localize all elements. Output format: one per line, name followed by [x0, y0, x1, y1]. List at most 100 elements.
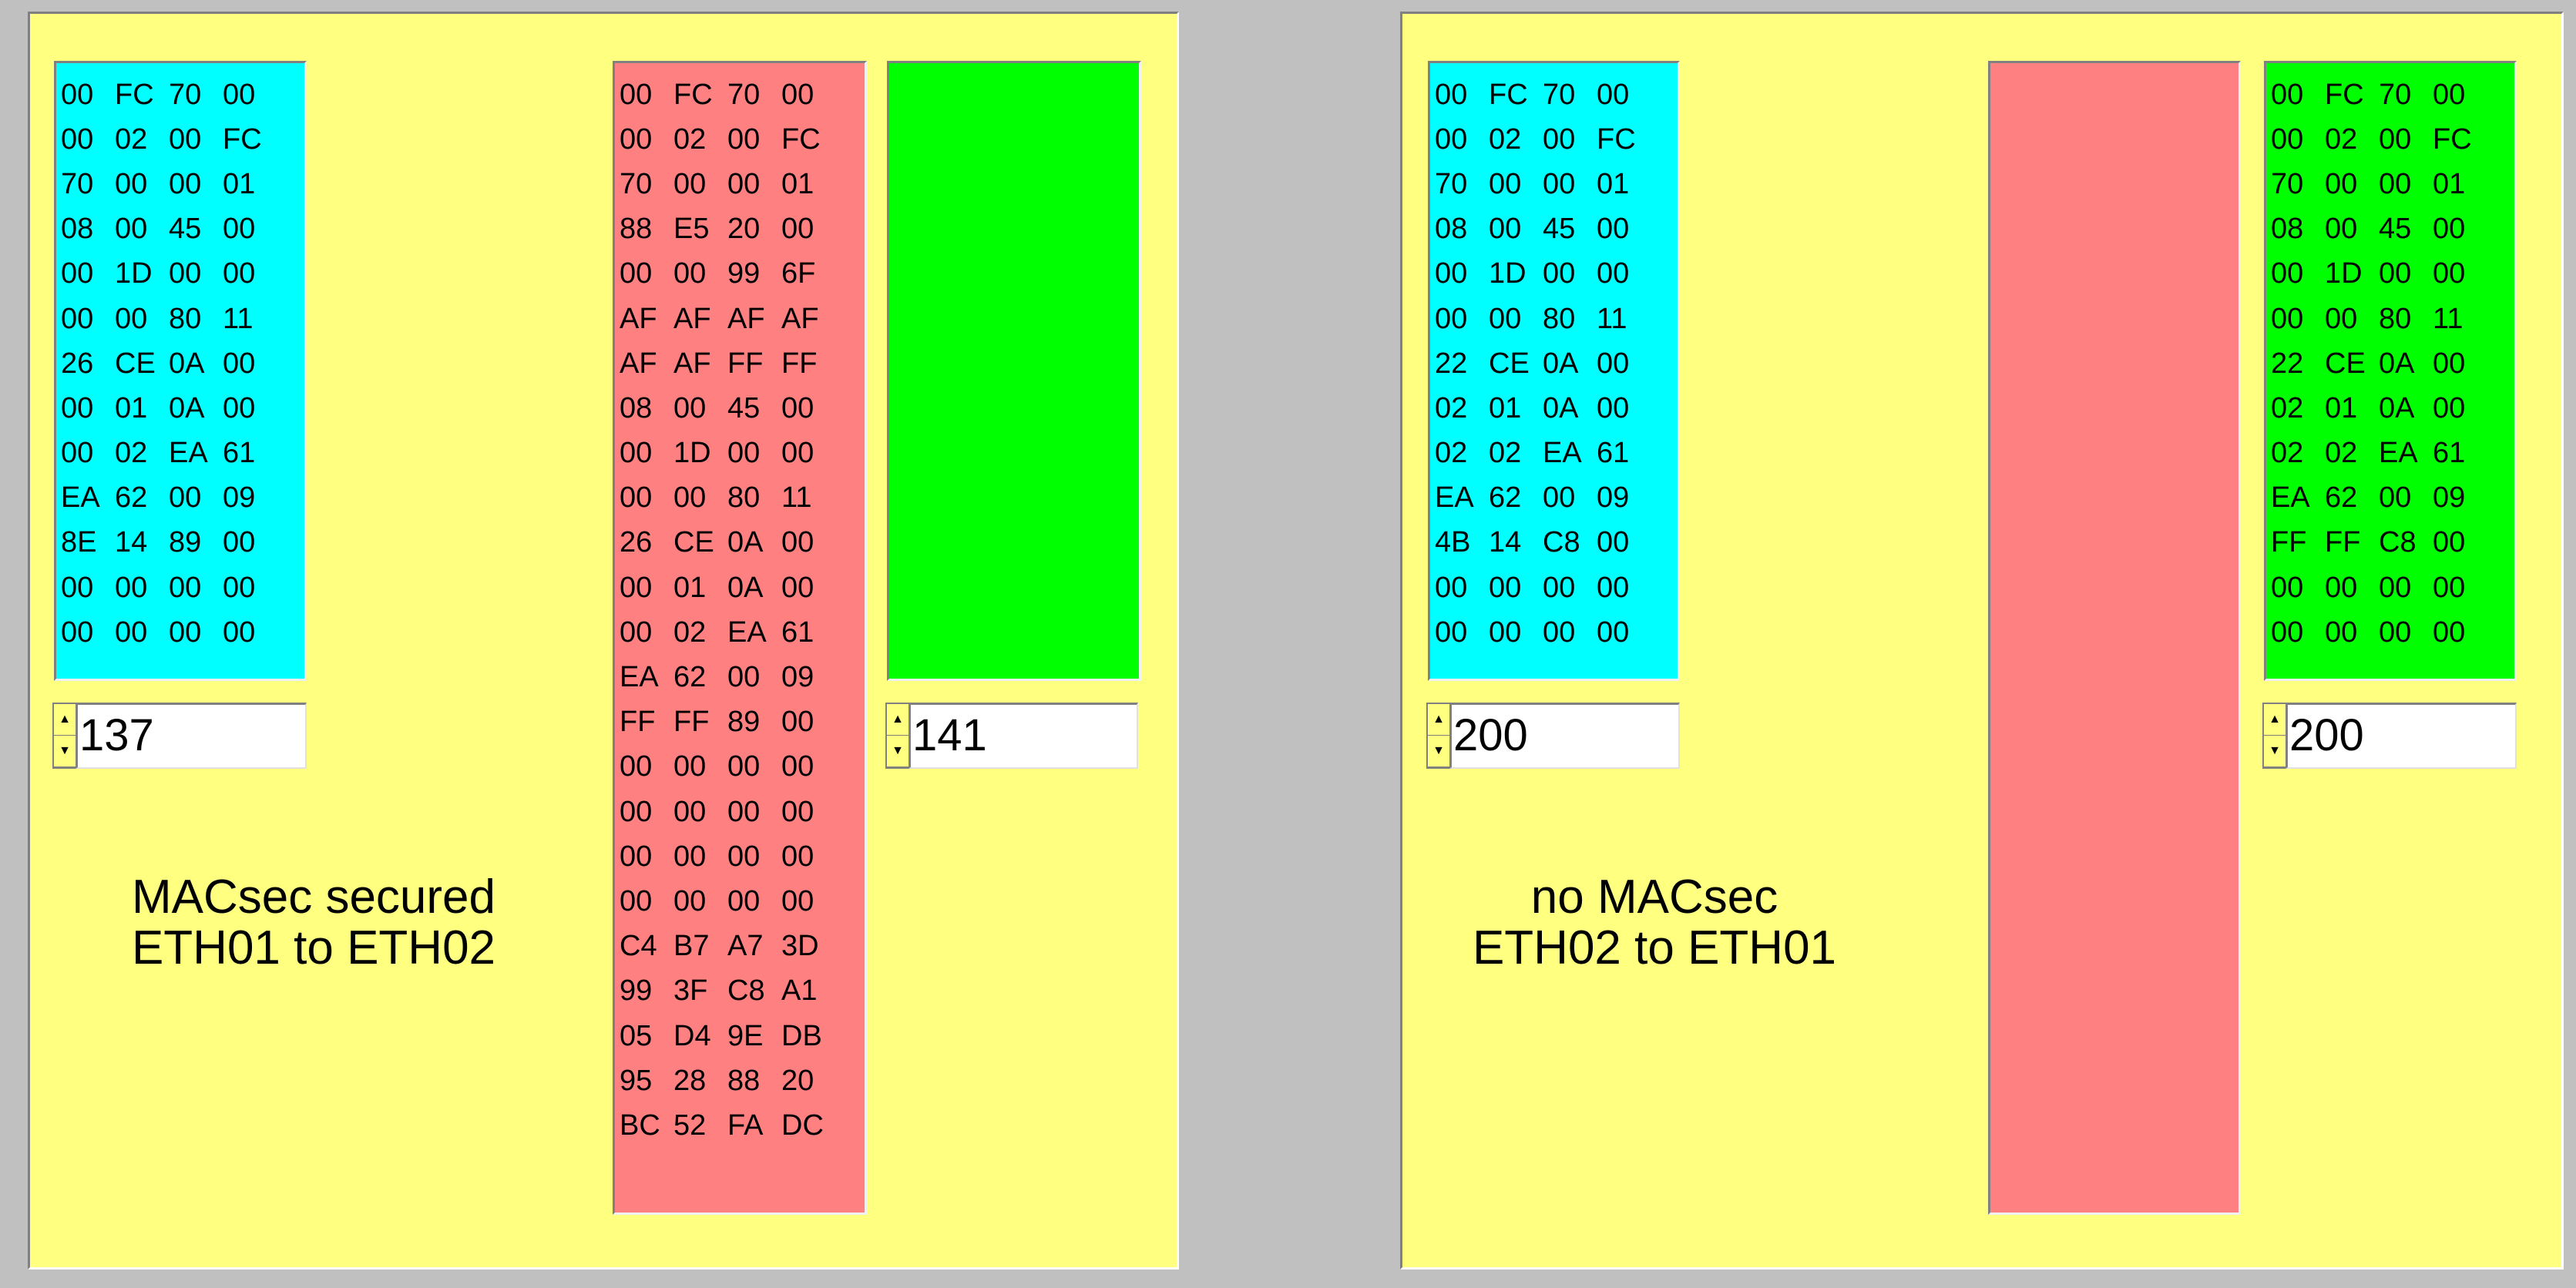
hex-byte: 00	[2433, 257, 2466, 290]
hex-byte: CE	[115, 347, 156, 380]
hex-row: 00 00 00 00	[620, 790, 865, 834]
hex-byte: C8	[1543, 526, 1580, 559]
hex-byte: 1D	[673, 437, 711, 470]
spin-up-icon[interactable]: ▲	[54, 704, 76, 736]
hex-byte: 01	[2325, 391, 2358, 424]
spin-down-icon[interactable]: ▼	[1428, 736, 1449, 767]
left-caption-line1: MACsec secured	[131, 870, 496, 924]
hex-row: 00 00 00 00	[620, 879, 865, 924]
hex-byte: 00	[620, 795, 653, 828]
hex-byte: 00	[727, 884, 761, 917]
hex-byte: 00	[1597, 571, 1630, 604]
hex-byte: 45	[1543, 213, 1576, 246]
hex-row: EA 62 00 09	[2271, 476, 2514, 521]
hex-byte: 00	[115, 167, 148, 200]
hex-byte: EA	[2379, 437, 2418, 470]
spin-up-icon[interactable]: ▲	[2264, 704, 2285, 736]
hex-byte: 09	[223, 481, 256, 515]
hex-byte: 6F	[781, 257, 816, 290]
right-tx-count-field[interactable]: 200	[1449, 703, 1680, 769]
right-caption-line2: ETH02 to ETH01	[1472, 921, 1837, 974]
hex-byte: C4	[620, 930, 657, 963]
hex-row: 08 00 45 00	[620, 386, 865, 431]
hex-row: 02 02 EA 61	[2271, 431, 2514, 476]
hex-byte: 00	[673, 840, 707, 873]
hex-byte: 0A	[1543, 347, 1579, 380]
hex-byte: EA	[1543, 437, 1582, 470]
right-rx-count-spinner[interactable]: ▲ ▼ 200	[2262, 703, 2517, 769]
hex-byte: 02	[115, 122, 148, 156]
hex-byte: 00	[2271, 302, 2304, 335]
hex-byte: 00	[673, 884, 707, 917]
hex-byte: FF	[2271, 526, 2307, 559]
hex-row: 00 00 00 00	[620, 834, 865, 879]
hex-byte: 0A	[2379, 391, 2415, 424]
hex-row: 08 00 45 00	[2271, 207, 2514, 252]
hex-byte: 61	[781, 615, 814, 649]
left-rx-count-spinner[interactable]: ▲ ▼ 141	[885, 703, 1138, 769]
hex-byte: 00	[223, 257, 256, 290]
hex-row: 00 00 80 11	[1435, 297, 1678, 341]
spin-down-icon[interactable]: ▼	[887, 736, 908, 767]
right-tx-hex-box: 00 FC 70 00 00 02 00 FC 70 00 00 01 08 00 45 00 00 1D 00 00…	[1428, 61, 1680, 681]
hex-byte: 61	[223, 437, 256, 470]
hex-byte: 0A	[727, 526, 764, 559]
hex-byte: 00	[1543, 257, 1576, 290]
hex-byte: 70	[727, 78, 761, 111]
hex-byte: 80	[2379, 302, 2412, 335]
spin-down-icon[interactable]: ▼	[2264, 736, 2285, 767]
right-tx-count-spinner[interactable]: ▲ ▼ 200	[1426, 703, 1680, 769]
hex-byte: 00	[727, 840, 761, 873]
left-tx-count-field[interactable]: 137	[76, 703, 307, 769]
hex-row: 08 00 45 00	[1435, 207, 1678, 252]
hex-byte: 00	[620, 615, 653, 649]
hex-byte: 00	[2379, 571, 2412, 604]
hex-byte: 00	[1489, 302, 1522, 335]
hex-byte: 00	[2271, 257, 2304, 290]
hex-byte: 99	[620, 974, 653, 1008]
hex-byte: 00	[2271, 122, 2304, 156]
hex-byte: 00	[620, 750, 653, 783]
hex-byte: 0A	[169, 391, 205, 424]
hex-row: 00 00 00 00	[1435, 610, 1678, 655]
hex-byte: 00	[2325, 213, 2358, 246]
hex-byte: 00	[1435, 615, 1468, 649]
right-rx-count-field[interactable]: 200	[2285, 703, 2517, 769]
hex-row: 00 00 80 11	[620, 476, 865, 521]
hex-byte: 00	[61, 257, 94, 290]
left-tx-count-spinner[interactable]: ▲ ▼ 137	[52, 703, 307, 769]
hex-byte: 88	[727, 1064, 761, 1097]
hex-byte: BC	[620, 1109, 660, 1142]
hex-byte: FC	[115, 78, 154, 111]
hex-byte: 70	[2271, 167, 2304, 200]
hex-byte: 00	[781, 571, 814, 604]
hex-byte: 70	[1435, 167, 1468, 200]
spin-down-icon[interactable]: ▼	[54, 736, 76, 767]
hex-row: 00 02 00 FC	[2271, 117, 2514, 162]
left-rx-count-field[interactable]: 141	[908, 703, 1138, 769]
spin-up-icon[interactable]: ▲	[887, 704, 908, 736]
hex-byte: 00	[1435, 78, 1468, 111]
hex-row: 4B 14 C8 00	[1435, 521, 1678, 565]
hex-row: 00 02 00 FC	[1435, 117, 1678, 162]
hex-row: 02 01 0A 00	[2271, 386, 2514, 431]
hex-byte: 70	[61, 167, 94, 200]
hex-byte: 02	[1435, 437, 1468, 470]
hex-row: 22 CE 0A 00	[2271, 341, 2514, 386]
hex-byte: FF	[727, 347, 764, 380]
hex-byte: 00	[673, 750, 707, 783]
spin-up-icon[interactable]: ▲	[1428, 704, 1449, 736]
hex-byte: 00	[2433, 571, 2466, 604]
hex-byte: 70	[169, 78, 202, 111]
hex-byte: 00	[169, 257, 202, 290]
hex-byte: AF	[781, 302, 819, 335]
hex-byte: 00	[620, 571, 653, 604]
hex-byte: 02	[673, 122, 707, 156]
hex-row: 02 02 EA 61	[1435, 431, 1678, 476]
hex-byte: 80	[169, 302, 202, 335]
hex-byte: 88	[620, 213, 653, 246]
hex-row: 00 02 EA 61	[61, 431, 304, 476]
hex-byte: 00	[1597, 526, 1630, 559]
hex-byte: 08	[2271, 213, 2304, 246]
hex-byte: EA	[169, 437, 208, 470]
